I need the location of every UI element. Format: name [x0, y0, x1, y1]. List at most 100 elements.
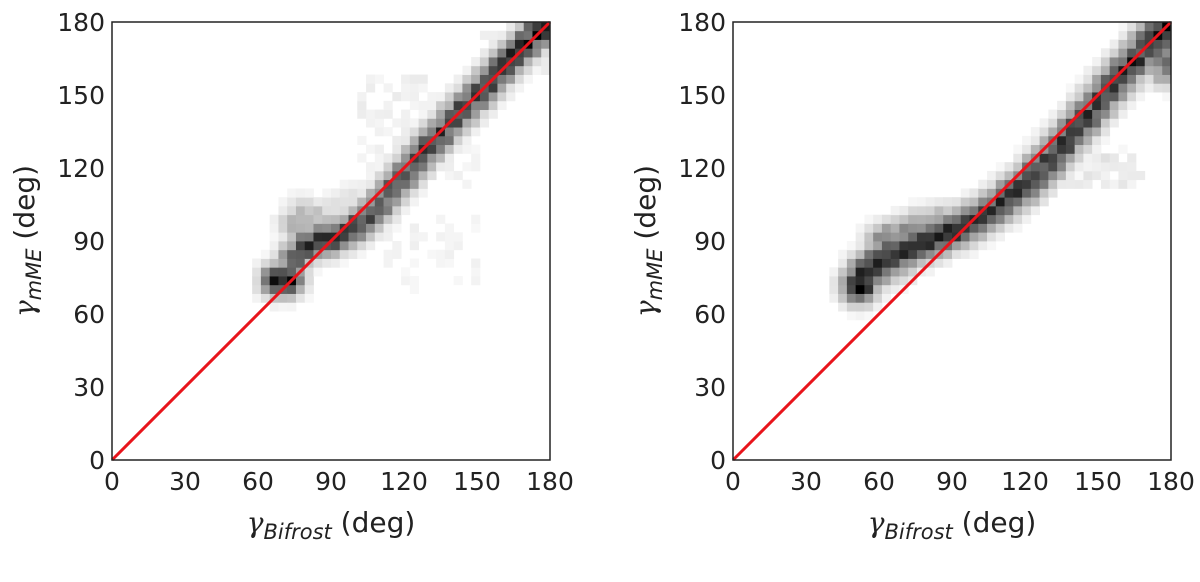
- density-bin: [541, 48, 551, 58]
- density-bin: [488, 65, 498, 75]
- density-bin: [1022, 153, 1032, 163]
- density-bin: [278, 241, 288, 251]
- density-bin: [523, 57, 533, 67]
- density-bin: [881, 284, 892, 294]
- density-bin: [278, 249, 288, 259]
- density-bin: [1065, 92, 1076, 102]
- density-bin: [1030, 144, 1040, 154]
- density-bin: [1039, 179, 1049, 189]
- density-bin: [916, 232, 927, 242]
- density-bin: [855, 249, 865, 259]
- density-bin: [506, 22, 516, 32]
- density-bin: [916, 205, 927, 216]
- density-bin: [339, 258, 349, 268]
- density-bin: [1065, 135, 1076, 146]
- density-bin: [269, 302, 279, 312]
- density-bin: [881, 214, 892, 224]
- density-bin: [269, 223, 279, 233]
- density-bin: [523, 65, 533, 75]
- density-bin: [374, 74, 384, 84]
- density-bin: [418, 127, 428, 137]
- density-bin: [1074, 144, 1084, 154]
- density-bin: [427, 153, 437, 163]
- density-bin: [374, 144, 384, 154]
- density-bin: [383, 188, 393, 198]
- density-bin: [260, 276, 271, 286]
- density-bin: [1074, 92, 1084, 102]
- density-bin: [532, 57, 542, 67]
- density-bin: [890, 249, 900, 259]
- density-bin: [497, 30, 507, 40]
- density-bin: [331, 197, 341, 207]
- density-bin: [881, 293, 892, 303]
- density-bin: [339, 249, 349, 259]
- density-bin: [444, 170, 455, 181]
- density-bin: [497, 48, 507, 58]
- density-bin: [864, 302, 874, 312]
- density-bin: [1065, 83, 1076, 93]
- density-bin: [873, 214, 883, 224]
- density-bin: [925, 267, 935, 277]
- density-bin: [899, 267, 909, 277]
- density-bin: [1162, 74, 1172, 84]
- density-bin: [1030, 170, 1040, 181]
- density-bin: [295, 249, 306, 259]
- density-bin: [506, 65, 516, 75]
- y-tick-label: 150: [678, 81, 726, 110]
- density-bin: [313, 267, 323, 277]
- density-bin: [1127, 39, 1137, 49]
- density-bin: [1100, 92, 1111, 102]
- density-bin: [252, 276, 262, 286]
- density-bin: [409, 144, 419, 154]
- density-bin: [829, 267, 839, 277]
- density-bin: [829, 284, 839, 294]
- density-bin: [287, 214, 297, 224]
- density-bin: [488, 30, 498, 40]
- density-bin: [436, 153, 446, 163]
- density-bin: [366, 109, 376, 119]
- density-bin: [846, 249, 857, 259]
- density-bin: [1135, 57, 1146, 67]
- density-bin: [873, 302, 883, 312]
- density-bin: [943, 214, 953, 224]
- density-bin: [260, 293, 271, 303]
- density-bin: [1048, 109, 1058, 119]
- density-bin: [1074, 135, 1084, 146]
- density-bin: [1004, 197, 1014, 207]
- density-bin: [436, 258, 446, 268]
- density-bin: [523, 30, 533, 40]
- density-bin: [313, 214, 323, 224]
- x-axis-label: γBifrost (deg): [247, 506, 416, 544]
- density-bin: [488, 92, 498, 102]
- y-axis-label: γmME (deg): [629, 165, 667, 317]
- density-bin: [418, 162, 428, 172]
- plot-frame: [732, 21, 1172, 461]
- density-bin: [881, 276, 892, 286]
- density-bin: [287, 258, 297, 268]
- density-bin: [1065, 170, 1076, 181]
- density-bin: [497, 100, 507, 110]
- density-bin: [392, 205, 402, 216]
- density-bin: [383, 127, 393, 137]
- density-bin: [339, 197, 349, 207]
- density-bin: [401, 92, 411, 102]
- density-bin: [1030, 179, 1040, 189]
- y-tick-label: 0: [89, 446, 105, 475]
- density-bin: [1109, 109, 1119, 119]
- density-bin: [838, 276, 848, 286]
- density-bin: [427, 127, 437, 137]
- density-bin: [864, 223, 874, 233]
- density-bin: [471, 153, 481, 163]
- density-bin: [357, 153, 367, 163]
- density-bin: [1092, 144, 1102, 154]
- density-bin: [1153, 39, 1163, 49]
- density-bin: [357, 232, 367, 242]
- density-bin: [304, 276, 314, 286]
- density-bin: [916, 258, 927, 268]
- density-bin: [479, 92, 490, 102]
- density-bin: [304, 241, 314, 251]
- density-bin: [313, 258, 323, 268]
- density-bin: [1013, 223, 1023, 233]
- density-bin: [409, 135, 419, 146]
- density-bin: [269, 249, 279, 259]
